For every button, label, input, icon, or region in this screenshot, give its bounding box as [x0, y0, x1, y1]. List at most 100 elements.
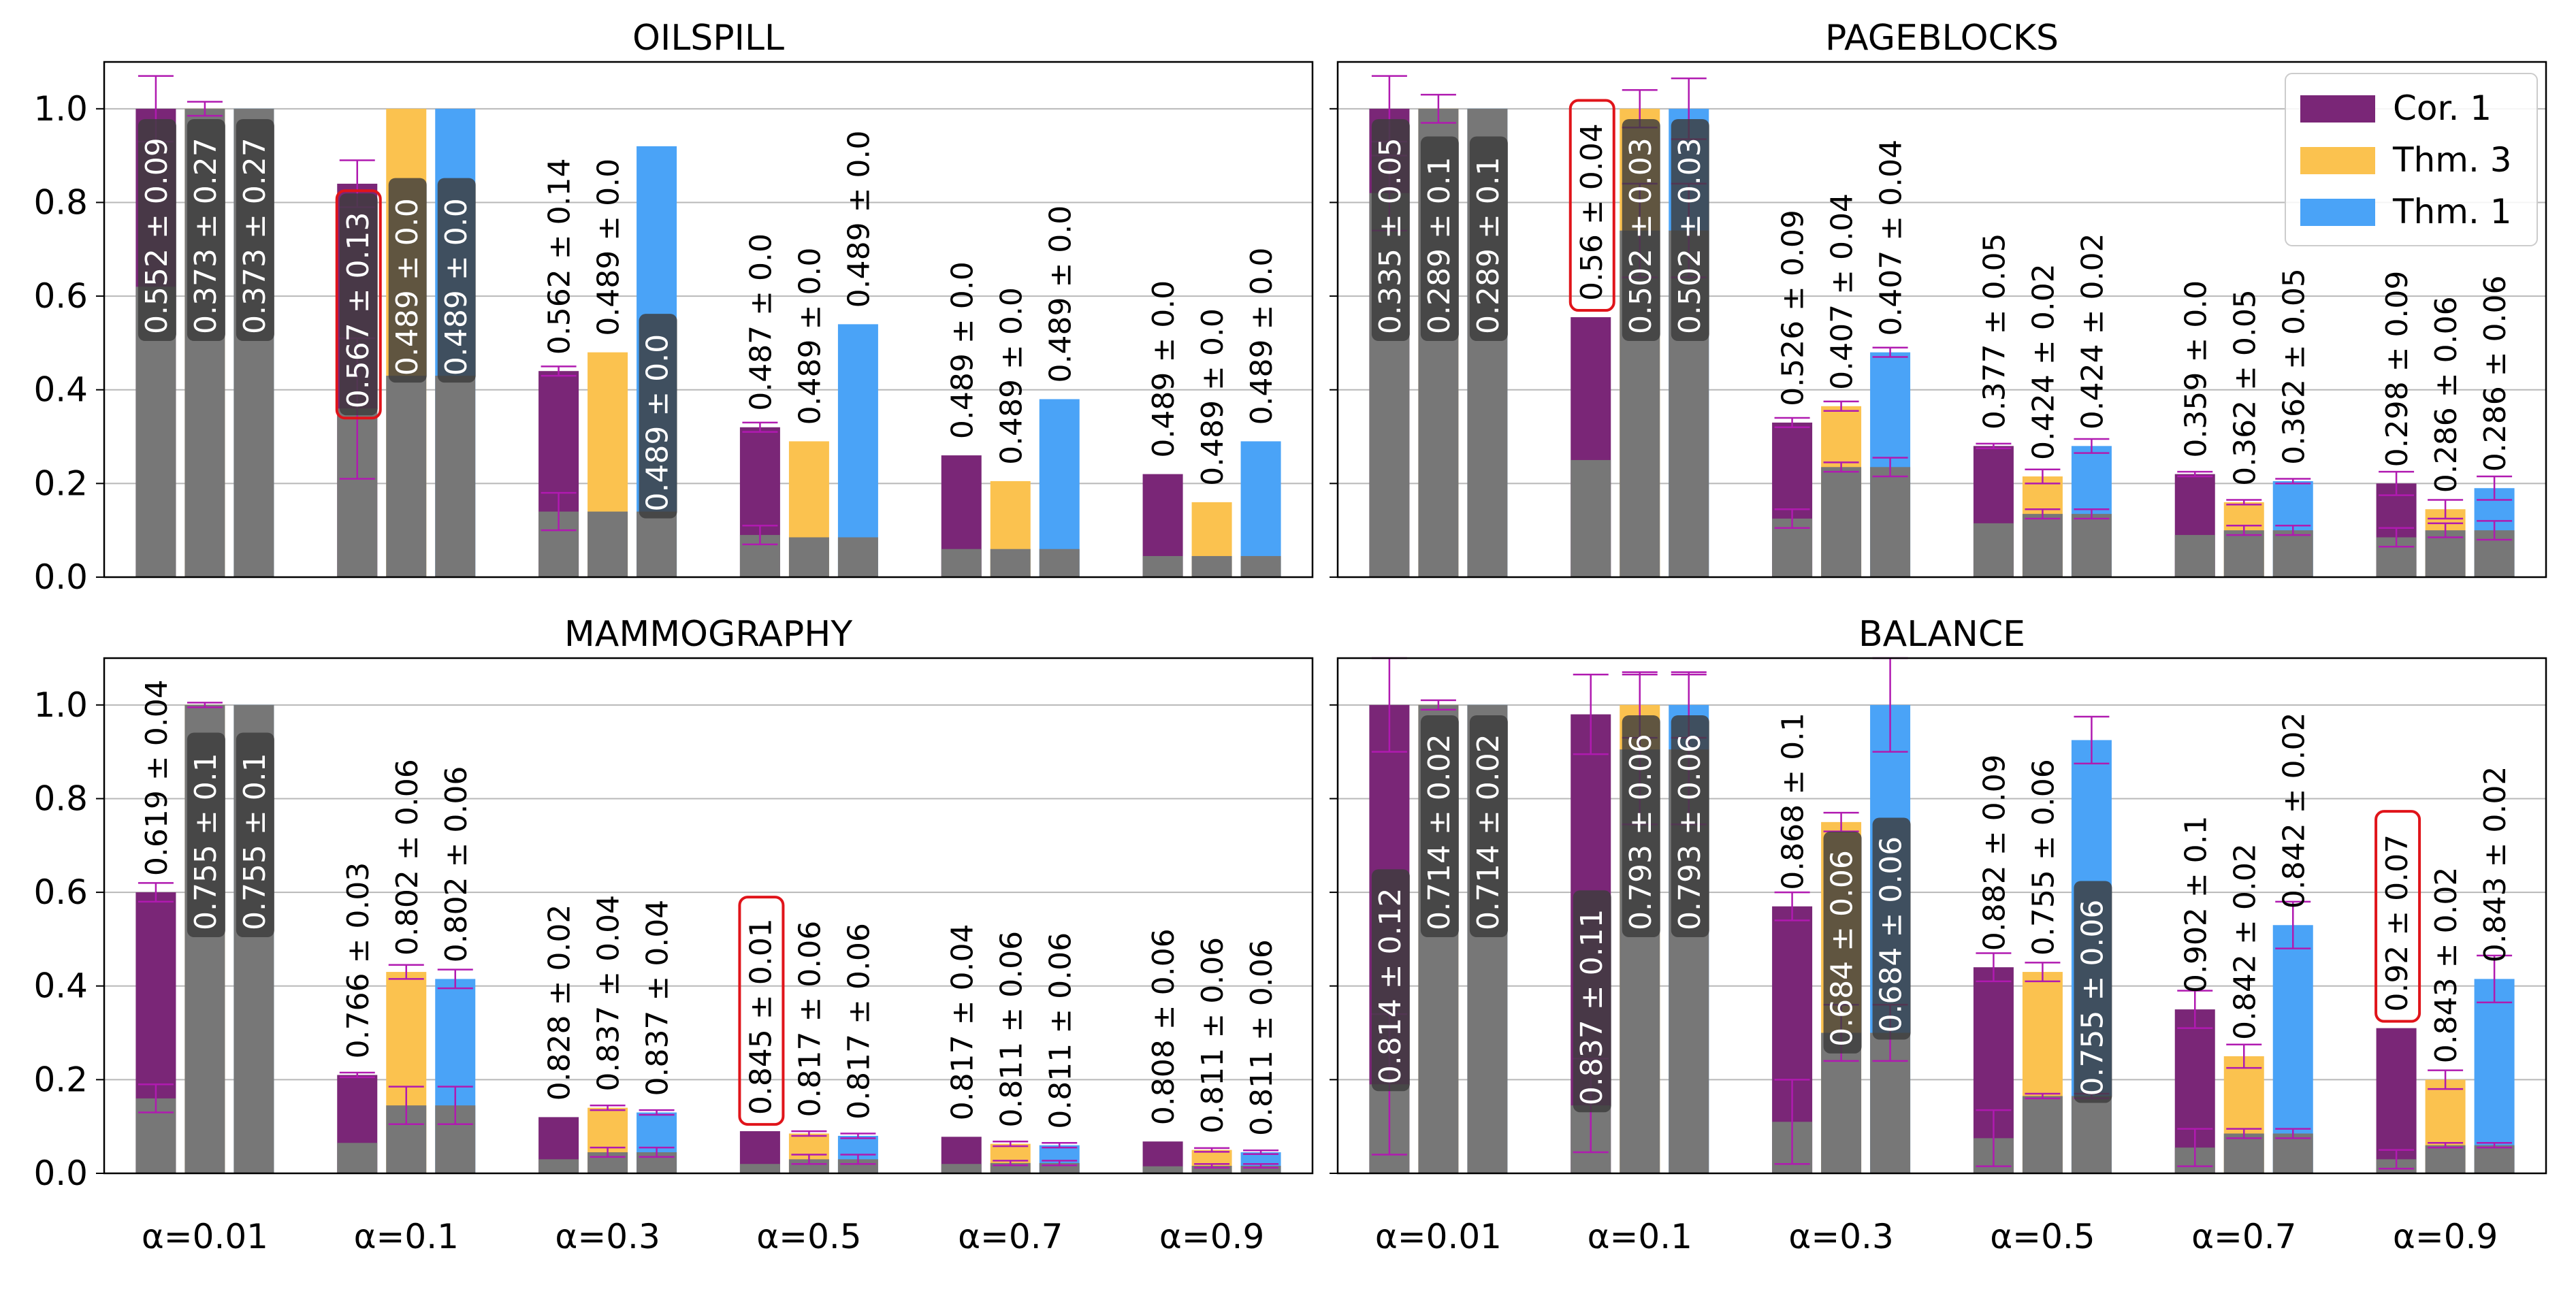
panel-mammography: MAMMOGRAPHY 0.0 0.2 0.4 0.6 0.8 1.0 0.619 ± 0.0… — [33, 614, 1314, 1256]
value-label: 0.755 ± 0.06 — [2026, 759, 2061, 956]
value-label-group: 0.837 ± 0.11 — [1573, 890, 1611, 1113]
value-label: 0.489 ± 0.0 — [641, 334, 675, 512]
value-label: 0.868 ± 0.1 — [1776, 713, 1811, 890]
x-tick-label: α=0.5 — [756, 1217, 861, 1256]
value-label-group: 0.837 ± 0.04 — [641, 900, 675, 1096]
value-label: 0.424 ± 0.02 — [2026, 263, 2061, 460]
value-label-group: 0.489 ± 0.0 — [945, 261, 980, 439]
bar-base — [1191, 1165, 1232, 1173]
bar-base — [2022, 1096, 2063, 1173]
x-tick-label: α=0.7 — [958, 1217, 1063, 1256]
x-tick-label: α=0.9 — [2393, 1217, 2498, 1256]
y-tick-label: 1.0 — [33, 89, 88, 129]
value-label: 0.714 ± 0.02 — [1471, 734, 1506, 930]
value-label: 0.842 ± 0.02 — [2227, 843, 2262, 1040]
value-label-group: 0.489 ± 0.0 — [592, 159, 626, 336]
value-label-group: 0.407 ± 0.04 — [1874, 140, 1909, 336]
value-label: 0.619 ± 0.04 — [140, 679, 174, 876]
value-label: 0.362 ± 0.05 — [2227, 289, 2262, 486]
value-label: 0.802 ± 0.06 — [390, 759, 425, 956]
bar-base — [1142, 556, 1183, 577]
value-label: 0.562 ± 0.14 — [543, 158, 577, 355]
panel-title: OILSPILL — [632, 18, 784, 59]
highlight-box — [2374, 810, 2421, 1023]
value-label: 0.552 ± 0.09 — [140, 137, 174, 334]
value-label-group: 0.802 ± 0.06 — [390, 759, 425, 956]
value-label-group: 0.808 ± 0.06 — [1146, 928, 1181, 1125]
value-label-group: 0.552 ± 0.09 — [138, 119, 176, 341]
value-label-group: 0.373 ± 0.27 — [187, 119, 225, 341]
value-label: 0.755 ± 0.06 — [2075, 900, 2110, 1096]
value-label: 0.843 ± 0.02 — [2429, 867, 2464, 1064]
value-label-group: 0.811 ± 0.06 — [994, 931, 1029, 1128]
value-label-group: 0.843 ± 0.02 — [2478, 766, 2513, 963]
value-label-group: 0.755 ± 0.1 — [187, 732, 225, 937]
value-label: 0.684 ± 0.06 — [1874, 836, 1909, 1033]
highlight-box — [1568, 99, 1615, 312]
value-label: 0.286 ± 0.06 — [2478, 275, 2513, 472]
value-label-group: 0.362 ± 0.05 — [2276, 268, 2311, 465]
value-label: 0.373 ± 0.27 — [189, 137, 223, 334]
value-label-group: 0.359 ± 0.0 — [2178, 280, 2213, 458]
legend-swatch — [2300, 199, 2375, 226]
value-label-box — [1872, 817, 1911, 1040]
y-tick-label: 0.4 — [33, 966, 88, 1006]
x-tick-label: α=0.3 — [1788, 1217, 1893, 1256]
value-label-box — [1420, 136, 1459, 341]
axes-frame — [1336, 61, 2547, 578]
value-label: 0.837 ± 0.11 — [1575, 909, 1609, 1105]
value-label-group: 0.489 ± 0.0 — [841, 131, 876, 308]
value-label: 0.502 ± 0.03 — [1673, 137, 1707, 334]
bar-base — [538, 1159, 579, 1173]
value-label: 0.817 ± 0.04 — [945, 924, 980, 1121]
value-label-group: 0.487 ± 0.0 — [743, 233, 778, 411]
value-label: 0.298 ± 0.09 — [2380, 271, 2415, 468]
value-label: 0.502 ± 0.03 — [1624, 137, 1658, 334]
value-label-box — [1622, 119, 1660, 341]
value-label: 0.487 ± 0.0 — [743, 233, 778, 411]
value-label: 0.684 ± 0.06 — [1825, 850, 1860, 1047]
value-label-box — [236, 119, 274, 341]
value-label-box — [1671, 715, 1709, 937]
value-label: 0.489 ± 0.0 — [994, 287, 1029, 465]
value-label-group: 0.684 ± 0.06 — [1823, 831, 1862, 1054]
value-label: 0.489 ± 0.0 — [792, 248, 827, 425]
value-label: 0.842 ± 0.02 — [2276, 712, 2311, 909]
bar-base — [788, 537, 829, 577]
value-label-group: 0.837 ± 0.04 — [592, 895, 626, 1092]
value-label: 0.289 ± 0.1 — [1471, 157, 1506, 334]
bar-base — [2174, 535, 2215, 577]
value-label: 0.526 ± 0.09 — [1776, 210, 1811, 406]
bar-base — [941, 549, 982, 577]
bar-base — [435, 376, 476, 577]
bar-base — [1240, 556, 1281, 577]
bar-thm1 — [1039, 399, 1080, 577]
value-label: 0.489 ± 0.0 — [1244, 248, 1279, 425]
bar-base — [637, 511, 677, 577]
bar-base — [2223, 1133, 2264, 1173]
panel-title: MAMMOGRAPHY — [564, 614, 852, 655]
value-label-group: 0.714 ± 0.02 — [1420, 715, 1459, 937]
value-label: 0.882 ± 0.09 — [1977, 754, 2012, 951]
bar-base — [2272, 530, 2313, 577]
x-tick-label: α=0.9 — [1159, 1217, 1264, 1256]
value-label-box — [388, 178, 427, 383]
value-label-group: 0.489 ± 0.0 — [639, 314, 677, 519]
value-label-group: 0.842 ± 0.02 — [2276, 712, 2311, 909]
bar-base — [837, 537, 878, 577]
y-tick-label: 0.8 — [33, 779, 88, 818]
value-label-group: 0.489 ± 0.0 — [1146, 280, 1181, 458]
value-label: 0.286 ± 0.06 — [2429, 296, 2464, 493]
value-label-group: 0.619 ± 0.04 — [140, 679, 174, 876]
value-label-group: 0.377 ± 0.05 — [1977, 233, 2012, 430]
bar-base — [1821, 467, 1862, 577]
value-label-group: 0.56 ± 0.04 — [1568, 99, 1615, 312]
value-label-group: 0.489 ± 0.0 — [1195, 308, 1230, 486]
value-label-group: 0.289 ± 0.1 — [1469, 136, 1508, 341]
bar-thm1 — [2474, 979, 2515, 1173]
value-label: 0.489 ± 0.0 — [1146, 280, 1181, 458]
value-label: 0.335 ± 0.05 — [1373, 137, 1408, 334]
value-label: 0.489 ± 0.0 — [439, 198, 474, 376]
legend-swatch — [2300, 95, 2375, 123]
